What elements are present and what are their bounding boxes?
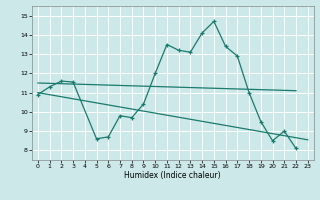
X-axis label: Humidex (Indice chaleur): Humidex (Indice chaleur)	[124, 171, 221, 180]
